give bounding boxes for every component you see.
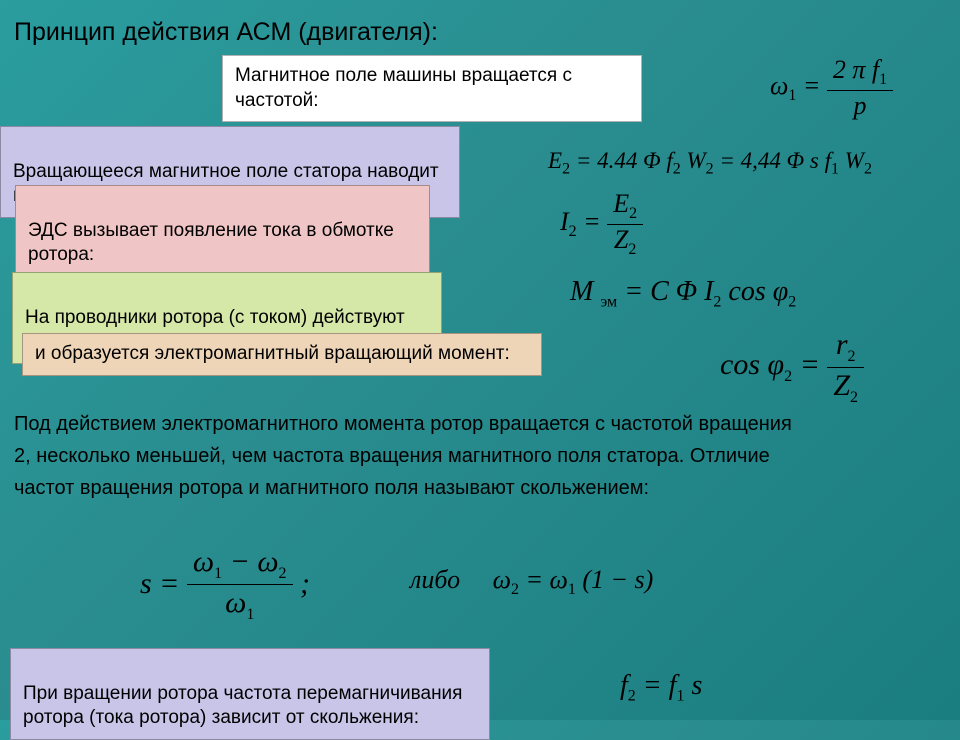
formula-slip: s = ω1 − ω2 ω1 ; (140, 545, 310, 623)
box-text: ЭДС вызывает появление тока в обмотке ро… (28, 220, 394, 266)
slip-paragraph: Под действием электромагнитного момента … (14, 408, 944, 504)
formula-f2: f2 = f1 s (620, 670, 702, 706)
box-text: и образуется электромагнитный вращающий … (35, 343, 510, 364)
formula-cosphi: cos φ2 = r2 Z2 (720, 328, 864, 406)
page-title: Принцип действия АСМ (двигателя): (14, 18, 438, 47)
box-f2: При вращении ротора частота перемагничив… (10, 648, 490, 740)
box-text: При вращении ротора частота перемагничив… (23, 683, 462, 729)
formula-i2: I2 = E2 Z2 (560, 190, 643, 259)
formula-moment: M эм = C Φ I2 cos φ2 (570, 276, 796, 312)
box-field-rotates: Магнитное поле машины вращается с частот… (222, 55, 642, 122)
formula-libo: либо ω2 = ω1 (1 − s) (410, 565, 653, 599)
box-text: Магнитное поле машины вращается с частот… (235, 65, 572, 111)
box-torque: и образуется электромагнитный вращающий … (22, 333, 542, 376)
box-current: ЭДС вызывает появление тока в обмотке ро… (15, 185, 430, 277)
formula-omega1: ω1 = 2 π f1 p (770, 56, 893, 120)
formula-e2: E2 = 4.44 Φ f2 W2 = 4,44 Φ s f1 W2 (548, 148, 872, 179)
